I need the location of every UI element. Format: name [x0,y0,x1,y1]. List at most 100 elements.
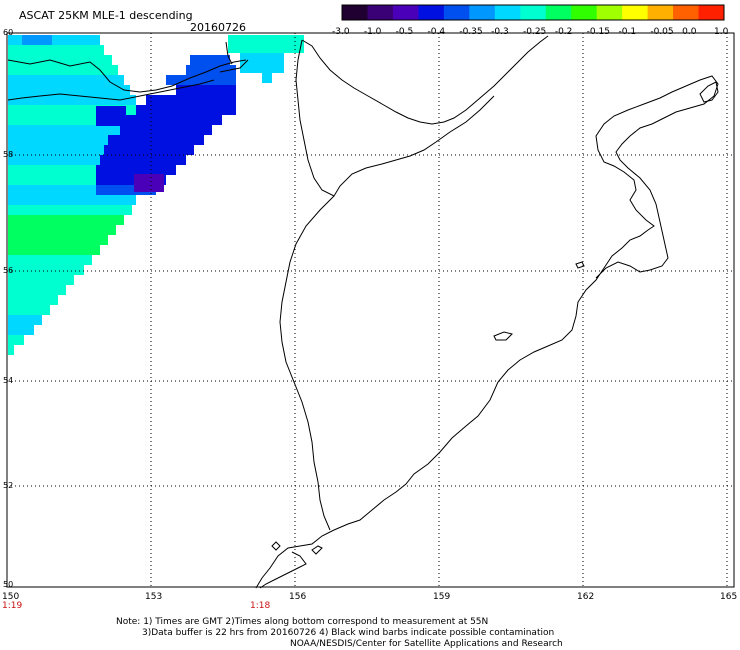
colorbar-swatch [647,5,674,20]
swath-cell [134,174,164,192]
map-frame [6,32,735,588]
swath-cell [176,85,236,95]
colorbar-label: -0.05 [650,27,674,37]
swath-cell [8,205,132,215]
colorbar-swatch [520,5,547,20]
lon-label-162: 162 [577,592,595,602]
ascat-data-swath [8,35,304,355]
swath-cell [96,175,166,185]
colorbar-swatch [367,5,394,20]
colorbar-swatch [342,5,368,20]
swath-cell [8,45,104,55]
swath-cell [8,215,124,225]
swath-cell [120,125,212,135]
swath-cell [8,305,50,315]
swath-cell [96,185,156,195]
colorbar-label: -0.4 [427,27,446,37]
swath-cell [22,35,52,45]
swath-cell [8,125,156,135]
colorbar-label: 1.0 [714,27,729,37]
swath-cell [8,105,146,115]
swath-cell [8,55,112,65]
colorbar-label: -0.2 [554,27,573,37]
note-line-2: 3)Data buffer is 22 hrs from 20160726 4)… [142,628,555,638]
swath-cell [136,105,236,115]
colorbar-swatch [545,5,572,20]
swath-cell [8,165,152,175]
swath-cell [8,35,100,45]
swath-cell [100,155,186,165]
colorbar-label: -0.3 [491,27,509,37]
swath-cell [240,53,284,73]
colorbar-label: -3.0 [332,27,350,37]
colorbar [341,4,725,21]
note-line-3: NOAA/NESDIS/Center for Satellite Applica… [290,639,563,649]
colorbar-swatch [418,5,445,20]
swath-cell [262,73,272,83]
swath-cell [8,145,162,155]
colorbar-swatch [469,5,496,20]
swath-cell [8,75,124,85]
coastline [7,35,719,589]
swath-cell [8,65,118,75]
colorbar-label: -0.25 [523,27,547,37]
lat-label-58: 58 [3,150,14,159]
swath-cell [8,85,130,95]
lat-label-56: 56 [3,266,14,275]
swath-cell [8,155,158,165]
swath-cell [8,255,92,265]
colorbar-swatch [596,5,623,20]
swath-cell [108,135,204,145]
colorbar-swatch [443,5,470,20]
note-line-1: Note: 1) Times are GMT 2)Times along bot… [116,617,489,627]
swath-cell [146,95,236,105]
swath-cell [228,35,304,53]
lat-label-52: 52 [3,481,14,490]
swath-cell [104,145,194,155]
colorbar-label: -1.0 [363,27,382,37]
time-label-left: 1:19 [2,601,23,611]
swath-cell [8,295,58,305]
colorbar-label: -0.35 [459,27,483,37]
lat-label-50: 50 [3,580,14,589]
swath-cell [166,75,236,85]
swath-cell [96,165,176,175]
swath-cell [8,115,152,125]
swath-cell [96,106,126,126]
swath-cell [8,235,108,245]
lon-label-159: 159 [433,592,451,602]
colorbar-label: -0.5 [395,27,414,37]
map-title: ASCAT 25KM MLE-1 descending [19,9,193,22]
lon-label-156: 156 [289,592,307,602]
colorbar-swatch [392,5,419,20]
swath-cell [8,345,14,355]
colorbar-label: -0.15 [586,27,610,37]
swath-cell [8,95,136,105]
map-date: 20160726 [190,21,246,34]
swath-cell [8,315,42,325]
swath-cell [8,175,146,185]
swath-cell [8,195,136,205]
swath-cell [8,185,140,195]
colorbar-swatch [622,5,649,20]
colorbar-swatch [571,5,598,20]
colorbar-swatch [494,5,521,20]
swath-cell [8,135,160,145]
colorbar-label: 0.0 [682,27,697,37]
colorbar-swatch [698,5,725,20]
swath-cell [8,265,84,275]
swath-cell [126,115,222,125]
swath-cell [8,225,116,235]
time-label-mid: 1:18 [250,601,271,611]
colorbar-frame [341,4,725,21]
lon-label-150: 150 [2,592,20,602]
swath-cell [8,285,66,295]
swath-cell [8,325,34,335]
lon-label-165: 165 [720,592,738,602]
swath-cell [8,275,74,285]
swath-cell [8,335,24,345]
lat-label-60: 60 [3,28,14,37]
swath-cell [8,245,100,255]
lon-label-153: 153 [145,592,163,602]
